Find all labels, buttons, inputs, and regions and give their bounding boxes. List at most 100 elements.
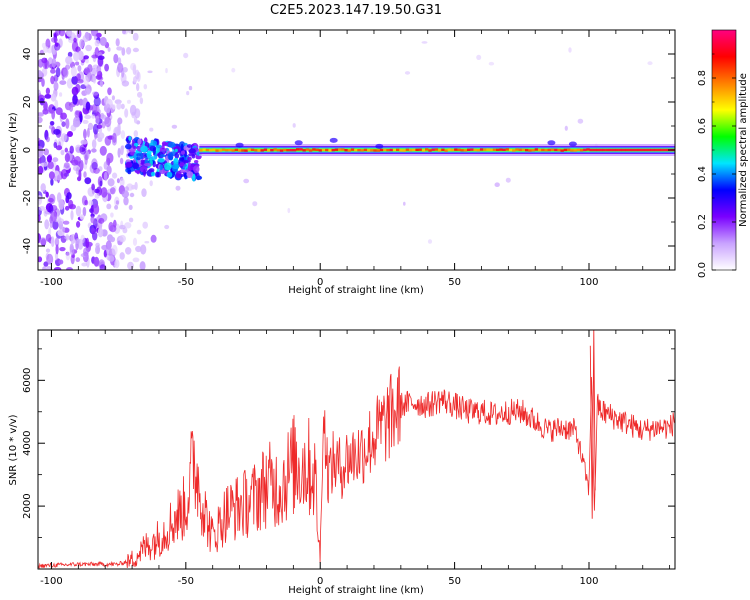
carrier-core: [392, 148, 397, 152]
heatmap-cell: [112, 172, 118, 179]
carrier-core: [599, 148, 603, 152]
spectrogram-x-axis-label: Height of straight line (km): [288, 285, 424, 296]
heatmap-cell: [91, 139, 97, 149]
carrier-core: [654, 148, 658, 152]
carrier-core: [360, 149, 364, 152]
heatmap-cell: [91, 227, 96, 235]
heatmap-cell: [83, 247, 89, 257]
heatmap-cell: [125, 247, 132, 255]
carrier-core: [463, 149, 468, 152]
heatmap-cell: [577, 118, 584, 124]
heatmap-cell: [94, 47, 100, 58]
carrier-core: [431, 148, 435, 151]
heatmap-cell: [79, 214, 85, 220]
heatmap-cell: [75, 205, 82, 217]
heatmap-cell: [164, 224, 170, 230]
carrier-core: [567, 148, 571, 151]
heatmap-cell: [99, 80, 104, 87]
heatmap-cell: [113, 219, 117, 228]
heatmap-cell: [81, 262, 88, 267]
heatmap-cell: [44, 94, 52, 99]
colorbar-axes: 0.0 0.2 0.4 0.6 0.8: [697, 53, 736, 278]
carrier-core: [415, 148, 419, 151]
heatmap-cell: [60, 149, 65, 156]
heatmap-cell: [38, 256, 43, 263]
heatmap-cell: [39, 237, 47, 245]
heatmap-cell: [115, 38, 120, 47]
heatmap-cell: [106, 165, 112, 175]
heatmap-cell: [53, 267, 62, 270]
carrier-core: [373, 149, 377, 152]
heatmap-cell: [77, 65, 82, 72]
heatmap-cell: [100, 187, 108, 198]
carrier-core: [531, 149, 535, 152]
carrier-core: [244, 149, 248, 152]
heatmap-cell: [151, 171, 156, 177]
heatmap-cell: [161, 141, 167, 147]
heatmap-cell: [329, 137, 338, 143]
heatmap-cell: [114, 259, 120, 269]
snr-plot-area: [38, 330, 675, 569]
carrier-core: [534, 148, 539, 151]
heatmap-cell: [91, 161, 98, 170]
heatmap-cell: [186, 171, 194, 178]
carrier-core: [328, 149, 332, 152]
heatmap-cell: [92, 104, 98, 113]
carrier-core: [608, 148, 613, 152]
heatmap-cell: [165, 68, 168, 74]
carrier-core: [563, 148, 568, 152]
heatmap-cell: [421, 41, 428, 44]
heatmap-cell: [52, 220, 59, 230]
heatmap-cell: [182, 160, 189, 164]
heatmap-cell: [124, 222, 132, 229]
heatmap-cell: [53, 81, 59, 91]
y-tick-label: 0: [22, 147, 33, 153]
snr-spike: [589, 330, 596, 519]
carrier-core: [199, 149, 203, 152]
heatmap-cell: [38, 145, 42, 150]
carrier-core: [299, 148, 303, 151]
heatmap-cell: [113, 53, 119, 64]
carrier-core: [286, 149, 290, 152]
heatmap-cell: [52, 157, 59, 163]
carrier-core: [428, 149, 432, 152]
heatmap-cell: [84, 154, 88, 166]
carrier-core: [386, 148, 390, 152]
carrier-core: [573, 149, 577, 152]
heatmap-cell: [427, 239, 433, 244]
carrier-core: [444, 149, 448, 152]
carrier-core: [250, 148, 255, 151]
heatmap-cell: [94, 39, 100, 47]
heatmap-cell: [287, 207, 291, 214]
carrier-core: [402, 149, 406, 152]
heatmap-cell: [54, 99, 59, 110]
heatmap-cell: [111, 244, 118, 256]
heatmap-cell: [95, 115, 100, 125]
heatmap-cell: [568, 141, 577, 147]
carrier-core: [215, 149, 219, 152]
carrier-core: [412, 148, 416, 152]
carrier-core: [547, 148, 551, 152]
carrier-core: [260, 149, 264, 152]
carrier-core: [525, 148, 529, 152]
x-tick-label: -100: [40, 576, 63, 587]
heatmap-cell: [155, 171, 160, 178]
carrier-core: [660, 148, 664, 152]
heatmap-cell: [143, 84, 148, 90]
heatmap-cell: [70, 66, 77, 77]
carrier-core: [447, 148, 451, 151]
carrier-core: [238, 149, 242, 152]
heatmap-cell: [59, 92, 63, 97]
heatmap-cell: [45, 248, 51, 253]
snr-axes: -100 -50 0 50 100 2000 4000 6000: [22, 330, 675, 587]
carrier-core: [583, 148, 587, 152]
heatmap-cell: [96, 65, 102, 75]
heatmap-cell: [505, 177, 511, 183]
carrier-core: [663, 148, 668, 152]
heatmap-cell: [60, 133, 67, 142]
heatmap-cell: [79, 38, 85, 49]
heatmap-cell: [97, 137, 103, 143]
heatmap-cell: [99, 264, 107, 270]
carrier-core: [460, 149, 464, 152]
heatmap-cell: [104, 63, 109, 72]
